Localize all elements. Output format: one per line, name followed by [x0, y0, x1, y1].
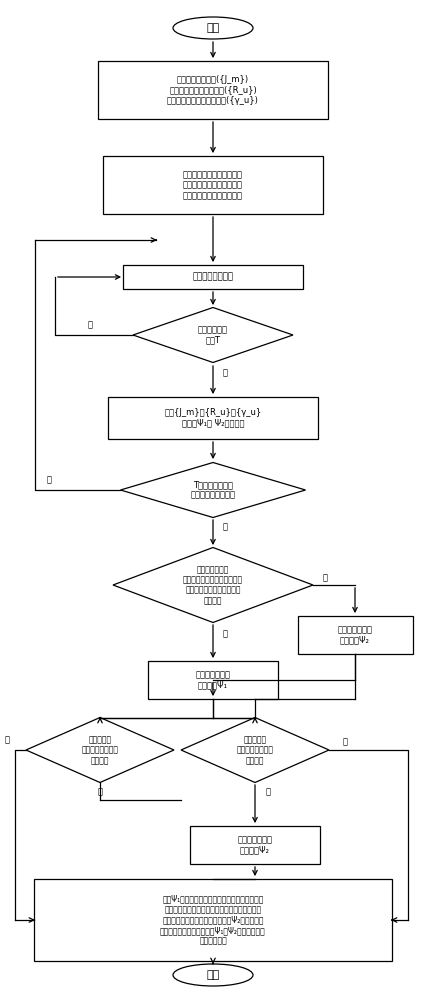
Text: 是: 是	[265, 788, 271, 796]
Polygon shape	[121, 462, 305, 518]
Polygon shape	[133, 308, 293, 362]
Text: 获取信道状态信息({J_m})
认知用户通信量需求信息({R_u})
认知用户服务质量需求信息({γ_u}): 获取信道状态信息({J_m}) 认知用户通信量需求信息({R_u}) 认知用户服…	[167, 75, 259, 105]
Bar	[98, 61, 328, 119]
Text: 将此类认知用户
划入集合Ψ₁: 将此类认知用户 划入集合Ψ₁	[196, 670, 230, 690]
Text: 是: 是	[322, 574, 328, 582]
Polygon shape	[113, 548, 313, 622]
Text: 否: 否	[343, 738, 348, 746]
Text: 未完成通信的认
知用户在前一阶段通信的子信
道在当前阶段是否全部被主
用户占用: 未完成通信的认 知用户在前一阶段通信的子信 道在当前阶段是否全部被主 用户占用	[183, 565, 243, 605]
Text: 否: 否	[222, 522, 227, 532]
Bar	[103, 156, 323, 214]
Text: 将此类认知用户
划入集合Ψ₂: 将此类认知用户 划入集合Ψ₂	[238, 835, 273, 855]
Polygon shape	[26, 718, 174, 782]
Text: 当前阶段是
否有新的认知用户
请求通信: 当前阶段是 否有新的认知用户 请求通信	[236, 735, 273, 765]
Text: T时间内所有认知
用户是否完成了通信: T时间内所有认知 用户是否完成了通信	[190, 480, 236, 500]
Text: 否: 否	[5, 736, 10, 744]
Text: 是: 是	[98, 788, 103, 796]
Text: 当前阶段是
否有新的认知用户
请求通信: 当前阶段是 否有新的认知用户 请求通信	[81, 735, 118, 765]
Text: 更新{J_m}、{R_u}和{γ_u}
将集合Ψ₁和 Ψ₂置为空集: 更新{J_m}、{R_u}和{γ_u} 将集合Ψ₁和 Ψ₂置为空集	[164, 408, 262, 428]
Bar	[34, 879, 392, 961]
Bar	[190, 826, 320, 864]
Text: 通信时间是否
到达T: 通信时间是否 到达T	[198, 325, 228, 345]
Text: 结束: 结束	[206, 970, 220, 980]
Ellipse shape	[173, 17, 253, 39]
Text: 是: 是	[47, 476, 52, 485]
Ellipse shape	[173, 964, 253, 986]
Text: 是: 是	[222, 368, 227, 377]
Bar	[108, 397, 318, 439]
Text: 集合Ψ₁中的认知用户继续占用前一阶段分配的并
且在当前阶段未被主用户占用的子信道。求解信
道和功率分配最优化问题，为集合Ψ₂中的认知用
户分配最优信道，并为集合: 集合Ψ₁中的认知用户继续占用前一阶段分配的并 且在当前阶段未被主用户占用的子信道…	[160, 895, 266, 945]
Text: 将此类认知用户
划入集合Ψ₂: 将此类认知用户 划入集合Ψ₂	[337, 625, 372, 645]
Bar	[123, 265, 303, 289]
Text: 否: 否	[87, 320, 92, 330]
Text: 认知用户进行通信: 认知用户进行通信	[193, 272, 233, 282]
Text: 开始: 开始	[206, 23, 220, 33]
Text: 求解信道和功率分配最优化
问题，为有通信需求的认知
用户分配最优的信道和功率: 求解信道和功率分配最优化 问题，为有通信需求的认知 用户分配最优的信道和功率	[183, 170, 243, 200]
Bar	[297, 616, 412, 654]
Bar	[148, 661, 278, 699]
Polygon shape	[181, 718, 329, 782]
Text: 否: 否	[222, 630, 227, 639]
